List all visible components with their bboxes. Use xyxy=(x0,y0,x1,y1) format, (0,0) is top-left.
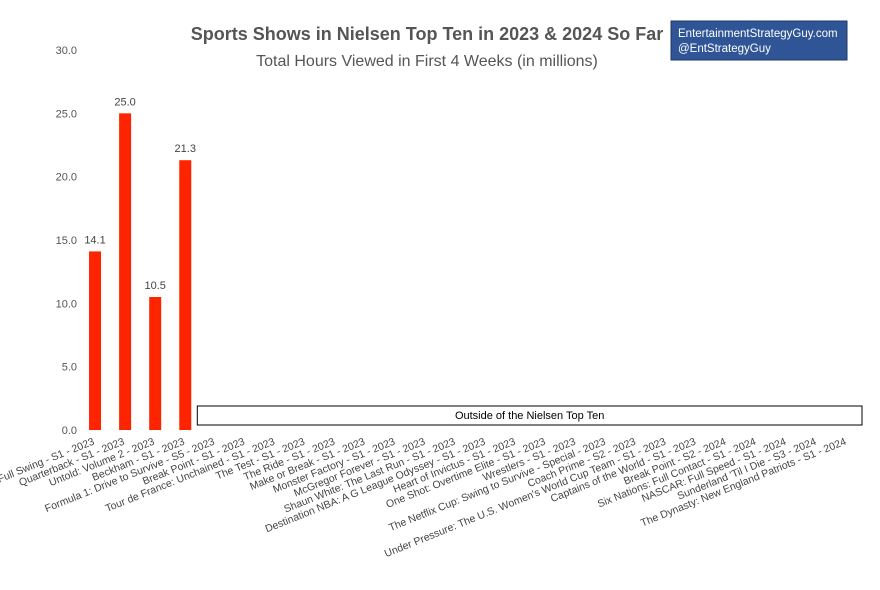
value-label: 10.5 xyxy=(144,280,165,292)
y-tick-label: 30.0 xyxy=(56,45,77,57)
watermark-box xyxy=(670,20,848,61)
y-tick-label: 5.0 xyxy=(62,362,77,374)
y-tick-label: 10.0 xyxy=(56,298,77,310)
watermark-text: @EntStrategyGuy xyxy=(678,43,771,55)
y-tick-label: 25.0 xyxy=(56,108,77,120)
value-label: 21.3 xyxy=(175,143,196,155)
bar xyxy=(179,160,192,430)
chart-subtitle: Total Hours Viewed in First 4 Weeks (in … xyxy=(256,53,598,70)
annotation-text: Outside of the Nielsen Top Ten xyxy=(455,410,604,422)
chart-title: Sports Shows in Nielsen Top Ten in 2023 … xyxy=(191,24,663,44)
y-tick-label: 15.0 xyxy=(56,235,77,247)
bar xyxy=(119,113,132,430)
annotation-box xyxy=(196,405,863,426)
bar xyxy=(149,297,162,430)
watermark-text: EntertainmentStrategyGuy.com xyxy=(678,28,838,40)
bar xyxy=(89,251,102,430)
value-label: 14.1 xyxy=(84,234,105,246)
y-tick-label: 0.0 xyxy=(62,425,77,437)
y-tick-label: 20.0 xyxy=(56,172,77,184)
value-label: 25.0 xyxy=(114,96,135,108)
